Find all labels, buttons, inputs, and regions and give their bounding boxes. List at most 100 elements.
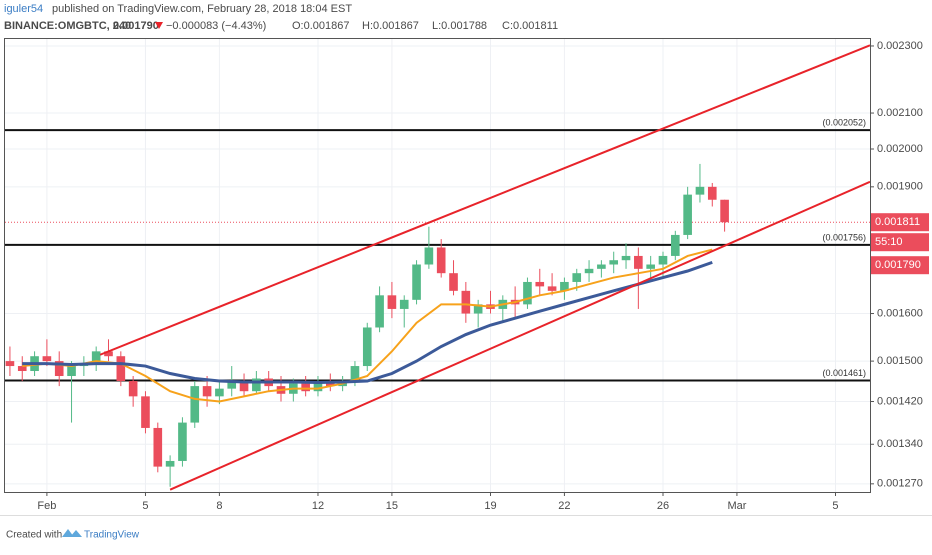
candle-body (535, 281, 545, 287)
candle-body (5, 361, 15, 367)
candle-body (572, 273, 582, 282)
candle-body (584, 268, 594, 274)
candle-body (634, 255, 643, 269)
candle-body (560, 281, 569, 291)
y-tick-label: 0.001420 (877, 395, 923, 407)
trend-line (169, 180, 870, 491)
last-price-label-box (871, 256, 929, 275)
ohlc-value: H:0.001867 (362, 20, 419, 32)
x-tick-label: 5 (142, 500, 148, 512)
level-label: (0.001756) (822, 232, 866, 242)
author[interactable]: iguler54 (4, 3, 43, 15)
x-tick-label: 22 (558, 500, 570, 512)
y-tick-label: 0.002100 (877, 107, 923, 119)
x-tick-label: Mar (727, 500, 746, 512)
candle-body (387, 295, 397, 309)
candle-body (362, 327, 372, 367)
candle-body (683, 194, 692, 235)
candle-body (424, 247, 434, 265)
x-tick-label: 19 (484, 500, 496, 512)
candle-body (597, 264, 606, 269)
x-tick-label: 12 (312, 500, 324, 512)
change: −0.000083 (−4.43%) (166, 20, 266, 32)
candle-body (141, 396, 150, 428)
down-arrow (155, 22, 163, 29)
close-price-label-box (871, 213, 929, 232)
created: Created with (6, 530, 62, 541)
candle-body (720, 199, 729, 223)
candle-body (461, 290, 471, 314)
candle-body (412, 264, 421, 300)
ohlc-value: C:0.001811 (502, 20, 558, 32)
candle-body (215, 388, 224, 397)
ohlc-value: L:0.001788 (432, 20, 487, 32)
countdown-box (871, 233, 929, 252)
candle-body (375, 295, 384, 328)
candle-body (436, 247, 446, 274)
y-tick-label: 0.001600 (877, 307, 923, 319)
candle-body (547, 286, 557, 291)
candle-body (350, 366, 360, 382)
candle-body (202, 386, 212, 397)
candle-body (54, 361, 64, 377)
candle-body (42, 356, 52, 362)
plot: (0.002052) (0.001756) (0.001461) (5, 39, 870, 492)
tv-logo (62, 529, 82, 537)
candle-body (227, 381, 237, 389)
plot-frame (4, 38, 871, 493)
candle-body (178, 422, 187, 461)
candle-body (523, 281, 532, 305)
level-label: (0.001461) (822, 368, 866, 378)
candle-body (609, 260, 619, 265)
moving-average (22, 248, 713, 403)
candle-body (449, 273, 458, 291)
ohlc: O:0.001867 H:0.001867 L:0.001788 C:0.001811 (292, 20, 558, 32)
trend-line (99, 44, 870, 356)
y-tick-label: 0.001500 (877, 355, 923, 367)
brand[interactable]: TradingView (84, 530, 140, 541)
candle-body (313, 381, 323, 392)
moving-average (22, 260, 713, 385)
candle-body (67, 366, 76, 377)
candle-body (707, 186, 717, 200)
ohlc-value: O:0.001867 (292, 20, 350, 32)
x-tick-label: 26 (657, 500, 669, 512)
candle-body (91, 351, 101, 364)
candle-body (17, 366, 27, 372)
symbol: BINANCE:OMGBTC, 240 (4, 20, 131, 32)
y-tick-label: 0.002000 (877, 143, 923, 155)
x-tick-label: 5 (832, 500, 838, 512)
close-price-label: 0.001811 (875, 216, 920, 228)
y-tick-label: 0.002300 (877, 40, 923, 52)
last-price-label: 0.001790 (875, 259, 921, 271)
x-tick-label: 8 (216, 500, 222, 512)
candle-body (165, 460, 175, 467)
candle-body (153, 427, 163, 467)
candle-body (658, 255, 668, 265)
published: published on TradingView.com, February 2… (52, 3, 352, 15)
last: 0.001790 (113, 20, 159, 32)
candle-body (646, 264, 655, 269)
candle-body (695, 186, 705, 195)
level-label: (0.002052) (822, 117, 866, 127)
candle-body (252, 378, 261, 392)
candle-body (104, 351, 113, 357)
candle-body (239, 381, 249, 392)
candle-body (190, 386, 200, 423)
candle-body (128, 381, 138, 397)
candle-body (671, 234, 680, 256)
x-tick-label: Feb (37, 500, 56, 512)
candle-body (473, 304, 483, 314)
y-tick-label: 0.001340 (877, 438, 923, 450)
candle-body (301, 383, 310, 392)
candle-body (621, 255, 631, 261)
x-tick-label: 15 (386, 500, 398, 512)
y-tick-label: 0.001900 (877, 181, 923, 193)
y-tick-label: 0.001270 (877, 478, 923, 490)
candle-body (116, 356, 126, 382)
countdown: 55:10 (875, 236, 903, 248)
axes: 0.002300 0.002100 0.002000 0.001900 0.001600… (37, 40, 929, 512)
